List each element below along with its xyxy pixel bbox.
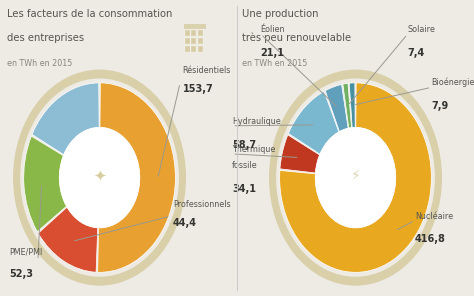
Wedge shape xyxy=(38,207,98,272)
Text: Thermique: Thermique xyxy=(232,145,276,154)
Text: ⚡: ⚡ xyxy=(351,169,360,183)
Text: très peu renouvelable: très peu renouvelable xyxy=(242,33,351,43)
Text: 416,8: 416,8 xyxy=(415,234,446,244)
Text: PME/PMI: PME/PMI xyxy=(9,247,43,256)
FancyBboxPatch shape xyxy=(191,46,196,52)
FancyBboxPatch shape xyxy=(191,38,196,44)
Text: Professionnels: Professionnels xyxy=(173,200,231,209)
Text: 21,1: 21,1 xyxy=(261,48,285,58)
Circle shape xyxy=(315,127,396,228)
Text: 153,7: 153,7 xyxy=(182,84,213,94)
Wedge shape xyxy=(280,83,431,272)
FancyBboxPatch shape xyxy=(185,30,190,36)
FancyBboxPatch shape xyxy=(184,24,206,29)
Wedge shape xyxy=(349,83,355,128)
Wedge shape xyxy=(288,91,339,154)
FancyBboxPatch shape xyxy=(185,38,190,44)
Text: 7,4: 7,4 xyxy=(408,48,425,58)
FancyBboxPatch shape xyxy=(198,30,203,36)
Text: Résidentiels: Résidentiels xyxy=(182,67,231,75)
Text: des entreprises: des entreprises xyxy=(7,33,84,43)
FancyBboxPatch shape xyxy=(198,38,203,44)
Text: 52,3: 52,3 xyxy=(9,269,34,279)
Wedge shape xyxy=(269,70,442,286)
Text: en TWh en 2015: en TWh en 2015 xyxy=(7,59,73,68)
FancyBboxPatch shape xyxy=(198,46,203,52)
Text: Une production: Une production xyxy=(242,9,318,19)
Wedge shape xyxy=(325,84,348,131)
Text: fossile: fossile xyxy=(232,161,258,170)
Text: Solaire: Solaire xyxy=(408,25,436,34)
Text: ✦: ✦ xyxy=(93,169,106,184)
Text: Les facteurs de la consommation: Les facteurs de la consommation xyxy=(7,9,173,19)
Text: Éolien: Éolien xyxy=(261,25,285,34)
Text: Bioénergies: Bioénergies xyxy=(431,78,474,87)
Wedge shape xyxy=(343,83,352,128)
Wedge shape xyxy=(98,83,175,272)
Wedge shape xyxy=(24,136,66,232)
Text: 34,1: 34,1 xyxy=(232,184,256,194)
FancyBboxPatch shape xyxy=(191,30,196,36)
Circle shape xyxy=(59,127,140,228)
Text: Nucléaire: Nucléaire xyxy=(415,212,453,221)
Wedge shape xyxy=(13,70,186,286)
FancyBboxPatch shape xyxy=(185,46,190,52)
Text: 58,7: 58,7 xyxy=(232,140,256,150)
Text: Hydraulique: Hydraulique xyxy=(232,117,281,126)
Text: 44,4: 44,4 xyxy=(173,218,197,228)
Wedge shape xyxy=(280,135,319,173)
Wedge shape xyxy=(32,83,99,155)
Text: en TWh en 2015: en TWh en 2015 xyxy=(242,59,307,68)
Text: 7,9: 7,9 xyxy=(431,101,448,111)
